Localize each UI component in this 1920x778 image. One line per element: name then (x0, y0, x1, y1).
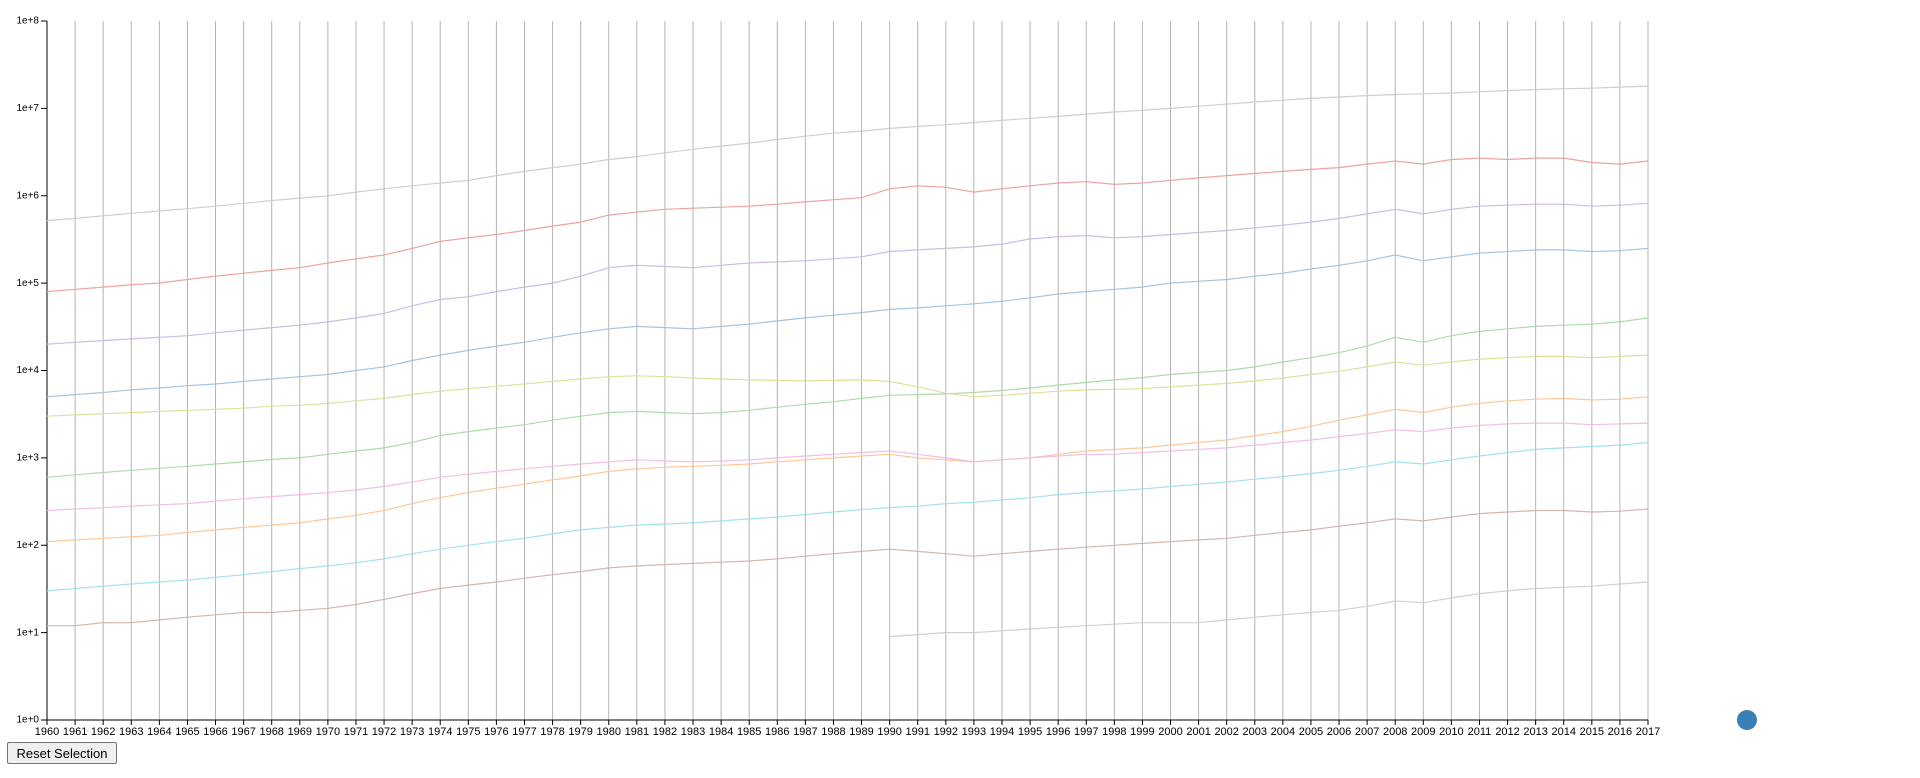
x-tick-label: 2010 (1439, 726, 1463, 738)
x-tick-label: 1979 (568, 726, 592, 738)
x-tick-label: 2011 (1468, 726, 1492, 738)
x-tick-label: 1974 (428, 726, 452, 738)
x-tick-label: 1968 (259, 726, 283, 738)
series-line (46, 441, 1649, 592)
x-tick-label: 2014 (1551, 726, 1575, 738)
y-tick-label: 1e+7 (16, 103, 39, 114)
series-line (46, 85, 1649, 222)
x-tick-label: 2007 (1355, 726, 1379, 738)
x-tick-label: 1976 (484, 726, 508, 738)
x-tick-label: 1971 (344, 726, 368, 738)
x-tick-label: 1998 (1102, 726, 1126, 738)
x-tick-label: 1977 (512, 726, 536, 738)
x-tick-label: 1995 (1018, 726, 1042, 738)
x-tick-label: 1962 (91, 726, 115, 738)
x-tick-label: 1992 (934, 726, 958, 738)
x-tick-label: 1988 (821, 726, 845, 738)
x-tick-label: 2015 (1580, 726, 1604, 738)
x-tick-label: 2002 (1214, 726, 1238, 738)
x-tick-label: 1997 (1074, 726, 1098, 738)
x-tick-label: 2008 (1383, 726, 1407, 738)
x-tick-label: 2016 (1608, 726, 1632, 738)
series-line (46, 317, 1649, 478)
x-tick-label: 2004 (1271, 726, 1295, 738)
x-tick-label: 2013 (1523, 726, 1547, 738)
series-line (46, 396, 1649, 543)
x-tick-label: 1994 (990, 726, 1014, 738)
x-tick-label: 1982 (653, 726, 677, 738)
x-tick-label: 2005 (1299, 726, 1323, 738)
x-tick-label: 1991 (905, 726, 929, 738)
y-tick-label: 1e+3 (16, 453, 39, 464)
x-tick-label: 1970 (316, 726, 340, 738)
x-tick-label: 1983 (681, 726, 705, 738)
x-tick-label: 1990 (877, 726, 901, 738)
x-tick-label: 2001 (1186, 726, 1210, 738)
x-tick-label: 1964 (147, 726, 171, 738)
x-tick-label: 1993 (962, 726, 986, 738)
x-tick-label: 1973 (400, 726, 424, 738)
x-tick-label: 2009 (1411, 726, 1435, 738)
chart: 1960 1961 1962 1963 1964 1965 1966 1967 1968 1969… (16, 16, 1757, 738)
x-tick-label: 1969 (288, 726, 312, 738)
y-tick-label: 1e+4 (16, 365, 39, 376)
x-tick-label: 1966 (203, 726, 227, 738)
series-line (889, 581, 1649, 638)
y-tick-label: 1e+5 (16, 278, 39, 289)
x-tick-label: 1967 (231, 726, 255, 738)
x-tick-label: 1987 (793, 726, 817, 738)
x-tick-label: 1996 (1046, 726, 1070, 738)
reset-selection-button[interactable]: Reset Selection (7, 742, 117, 764)
x-tick-label: 1985 (737, 726, 761, 738)
x-tick-label: 2017 (1636, 726, 1660, 738)
x-tick-label: 1972 (372, 726, 396, 738)
series-line (46, 157, 1649, 293)
x-tick-label: 1978 (540, 726, 564, 738)
y-tick-label: 1e+8 (16, 16, 39, 27)
x-tick-label: 1984 (709, 726, 733, 738)
x-tick-label: 2003 (1243, 726, 1267, 738)
x-tick-label: 2012 (1495, 726, 1519, 738)
x-tick-label: 1980 (597, 726, 621, 738)
x-tick-label: 1989 (849, 726, 873, 738)
x-tick-label: 2006 (1327, 726, 1351, 738)
series-line (46, 247, 1649, 398)
x-tick-label: 1975 (456, 726, 480, 738)
x-tick-label: 1961 (63, 726, 87, 738)
x-tick-label: 2000 (1158, 726, 1182, 738)
series-line (46, 354, 1649, 417)
y-tick-label: 1e+1 (16, 627, 39, 638)
y-tick-label: 1e+0 (16, 715, 39, 726)
slider-handle[interactable] (1737, 710, 1757, 730)
y-tick-label: 1e+2 (16, 540, 39, 551)
x-tick-label: 1963 (119, 726, 143, 738)
series-line (46, 202, 1649, 345)
y-tick-label: 1e+6 (16, 190, 39, 201)
x-tick-label: 1965 (175, 726, 199, 738)
x-tick-label: 1960 (35, 726, 59, 738)
series-line (46, 422, 1649, 512)
x-tick-label: 1986 (765, 726, 789, 738)
series-line (47, 508, 1649, 627)
x-tick-label: 1999 (1130, 726, 1154, 738)
x-tick-label: 1981 (625, 726, 649, 738)
